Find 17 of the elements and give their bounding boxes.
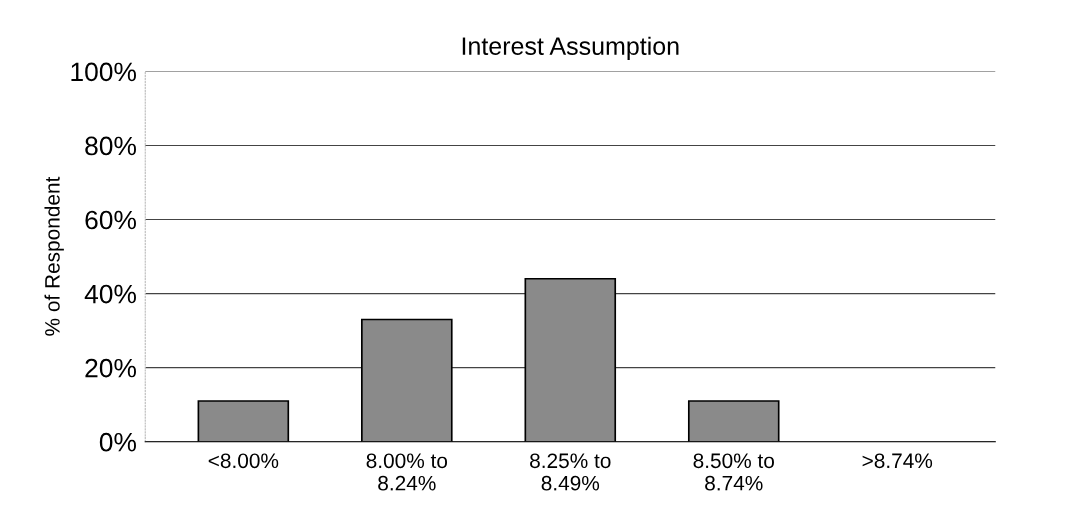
- y-tick-label: 40%: [84, 284, 136, 304]
- x-tick-label: 8.25% to 8.49%: [530, 453, 611, 491]
- bar: [361, 318, 453, 442]
- y-tick-label: 0%: [99, 432, 136, 452]
- y-tick-label: 60%: [85, 210, 136, 230]
- y-axis-title: % of Respondent: [44, 176, 64, 336]
- y-tick-label: 80%: [85, 136, 136, 156]
- bar: [687, 400, 780, 442]
- y-tick-label: 20%: [85, 358, 136, 378]
- chart-title: Interest Assumption: [462, 36, 679, 60]
- x-tick-label: 8.00% to 8.24%: [366, 453, 448, 491]
- bar: [524, 277, 617, 442]
- x-tick-label: 8.50% to 8.74%: [693, 453, 774, 491]
- y-tick-label: 100%: [71, 62, 136, 82]
- x-tick-label: <8.00%: [208, 453, 279, 469]
- x-tick-label: >8.74%: [862, 453, 933, 469]
- bar: [197, 400, 290, 442]
